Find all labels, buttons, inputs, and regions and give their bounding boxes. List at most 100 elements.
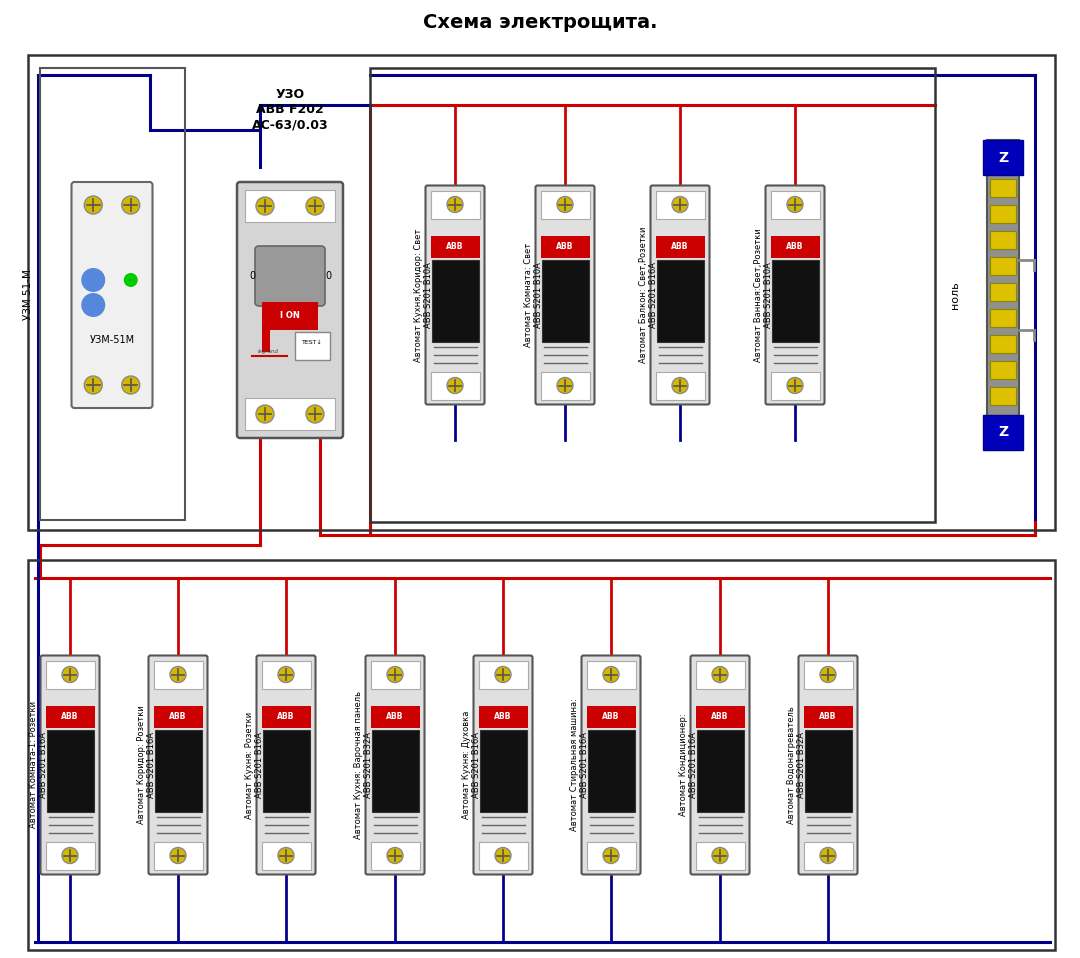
Bar xyxy=(261,705,311,727)
Bar xyxy=(431,191,480,218)
Circle shape xyxy=(672,196,688,213)
Text: Автомат Кухня: Розетки
АВВ S201 B16A: Автомат Кухня: Розетки АВВ S201 B16A xyxy=(245,712,265,818)
FancyBboxPatch shape xyxy=(426,186,485,404)
Text: ABB: ABB xyxy=(446,242,463,251)
Bar xyxy=(46,729,94,811)
Text: Автомат Кухня: Варочная панель
АВВ S201 B32A: Автомат Кухня: Варочная панель АВВ S201 … xyxy=(354,691,374,839)
Bar xyxy=(370,841,419,870)
Bar xyxy=(431,236,480,258)
Circle shape xyxy=(62,848,78,863)
Bar xyxy=(697,729,743,811)
Bar xyxy=(770,236,820,258)
Bar xyxy=(990,387,1016,405)
Bar xyxy=(990,335,1016,353)
Circle shape xyxy=(278,667,294,682)
Circle shape xyxy=(712,667,728,682)
Text: Автомат Ванная:Свет,Розетки
АВВ S201 B10A: Автомат Ванная:Свет,Розетки АВВ S201 B10… xyxy=(754,228,773,362)
Text: Автомат Комната-1: Розетки
АВВ S201 B16A: Автомат Комната-1: Розетки АВВ S201 B16A xyxy=(29,701,49,829)
FancyBboxPatch shape xyxy=(650,186,710,404)
Circle shape xyxy=(84,196,103,214)
Bar xyxy=(478,660,527,689)
Bar xyxy=(696,660,744,689)
Bar xyxy=(478,841,527,870)
Bar xyxy=(45,660,95,689)
Bar xyxy=(770,191,820,218)
Bar xyxy=(45,841,95,870)
Text: ABB: ABB xyxy=(495,712,512,721)
Text: Z: Z xyxy=(998,150,1008,165)
FancyBboxPatch shape xyxy=(149,655,207,875)
Text: ABB: ABB xyxy=(278,712,295,721)
Bar xyxy=(540,372,590,399)
Circle shape xyxy=(81,268,105,292)
Text: ABB: ABB xyxy=(170,712,187,721)
Bar xyxy=(540,191,590,218)
Bar xyxy=(28,55,1055,530)
Bar xyxy=(262,330,270,352)
Bar xyxy=(696,705,744,727)
FancyBboxPatch shape xyxy=(255,246,325,306)
Circle shape xyxy=(603,848,619,863)
Bar xyxy=(990,179,1016,197)
Text: ABB: ABB xyxy=(603,712,620,721)
Text: Автомат Коридор: Розетки
АВВ S201 B16A: Автомат Коридор: Розетки АВВ S201 B16A xyxy=(137,706,157,825)
Text: Автомат Водонагреватель
АВВ S201 B32A: Автомат Водонагреватель АВВ S201 B32A xyxy=(787,706,806,824)
Circle shape xyxy=(712,848,728,863)
Bar xyxy=(987,140,1020,450)
FancyBboxPatch shape xyxy=(690,655,750,875)
Bar xyxy=(804,841,852,870)
Text: ABB: ABB xyxy=(62,712,79,721)
Circle shape xyxy=(387,848,403,863)
Bar xyxy=(262,729,310,811)
Circle shape xyxy=(306,197,324,215)
Circle shape xyxy=(787,196,804,213)
Text: 0: 0 xyxy=(325,271,332,281)
FancyBboxPatch shape xyxy=(536,186,594,404)
Bar xyxy=(990,257,1016,275)
Text: Z: Z xyxy=(998,425,1008,440)
Bar xyxy=(261,660,311,689)
Bar xyxy=(153,660,203,689)
Text: УЗМ 51-М: УЗМ 51-М xyxy=(23,269,33,320)
Bar xyxy=(586,705,635,727)
Bar xyxy=(153,841,203,870)
Bar xyxy=(804,705,852,727)
FancyBboxPatch shape xyxy=(41,655,99,875)
Bar xyxy=(771,260,819,341)
Bar xyxy=(656,372,704,399)
Circle shape xyxy=(306,405,324,423)
Bar xyxy=(805,729,851,811)
FancyBboxPatch shape xyxy=(473,655,532,875)
Text: TEST↓: TEST↓ xyxy=(301,339,322,345)
Circle shape xyxy=(495,848,511,863)
Bar xyxy=(696,841,744,870)
Bar xyxy=(990,231,1016,249)
Bar xyxy=(770,372,820,399)
Circle shape xyxy=(170,667,186,682)
Circle shape xyxy=(387,667,403,682)
Bar xyxy=(154,729,202,811)
Text: ABB: ABB xyxy=(712,712,729,721)
Text: УЗО
АВВ F202
АС-63/0.03: УЗО АВВ F202 АС-63/0.03 xyxy=(252,88,328,131)
Text: ABB: ABB xyxy=(820,712,837,721)
Bar xyxy=(45,705,95,727)
Circle shape xyxy=(62,667,78,682)
Bar xyxy=(541,260,589,341)
Bar xyxy=(588,729,635,811)
Text: Автомат Комната: Свет
АВВ S201 B10A: Автомат Комната: Свет АВВ S201 B10A xyxy=(524,243,543,347)
Text: Автомат Кухня,Коридор: Свет
АВВ S201 B10A: Автомат Кухня,Коридор: Свет АВВ S201 B10… xyxy=(414,228,433,362)
Text: Автомат Балкон: Свет,Розетки
АВВ S201 B16A: Автомат Балкон: Свет,Розетки АВВ S201 B1… xyxy=(638,227,658,363)
Bar xyxy=(656,236,704,258)
Circle shape xyxy=(81,293,105,317)
Circle shape xyxy=(672,377,688,394)
Circle shape xyxy=(84,376,103,394)
Text: Автомат Кондиционер:
АВВ S201 B16A: Автомат Кондиционер: АВВ S201 B16A xyxy=(679,714,698,816)
Circle shape xyxy=(820,848,836,863)
FancyBboxPatch shape xyxy=(257,655,315,875)
Bar xyxy=(262,302,318,330)
Text: ABB: ABB xyxy=(387,712,404,721)
Bar xyxy=(432,260,478,341)
Circle shape xyxy=(787,377,804,394)
Bar xyxy=(153,705,203,727)
Circle shape xyxy=(122,376,139,394)
